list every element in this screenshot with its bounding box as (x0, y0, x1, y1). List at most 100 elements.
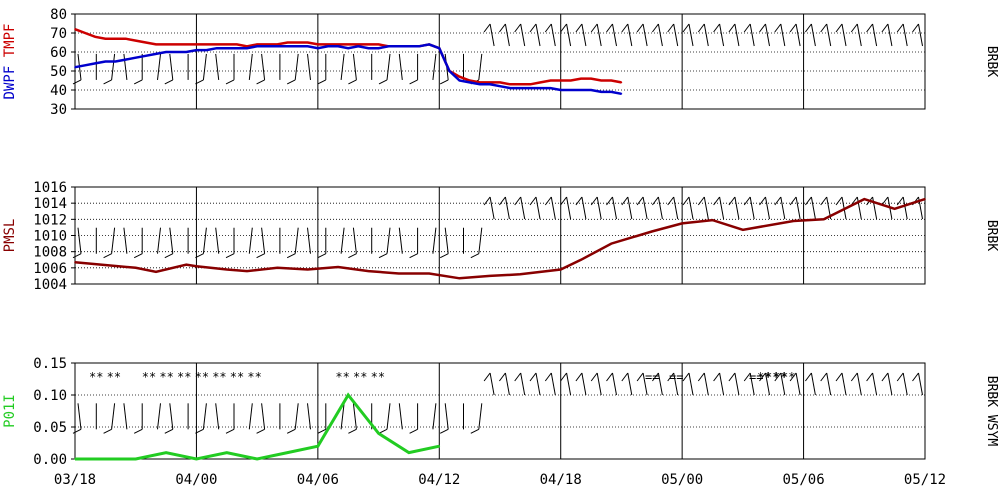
data-point (165, 451, 167, 454)
wind-barb (398, 227, 403, 254)
wind-barb (841, 23, 847, 47)
wind-barb-flag (225, 253, 235, 259)
y-tick-label: 1008 (33, 245, 67, 261)
wind-barb-flag (667, 372, 675, 382)
wind-barb-flag (544, 196, 552, 206)
data-point (398, 45, 400, 48)
panel-frame (74, 13, 926, 110)
data-point (863, 198, 866, 200)
data-point (175, 51, 177, 53)
wind-barb-flag (805, 372, 812, 382)
data-point (134, 56, 137, 59)
wind-barb (780, 23, 786, 47)
wind-barb-flag (103, 428, 112, 434)
wind-barb-flag (575, 196, 583, 206)
wind-barb-flag (743, 372, 751, 382)
data-point (549, 79, 552, 82)
wind-barb (642, 23, 648, 47)
wind-barb (673, 372, 679, 396)
wind-barb (215, 403, 220, 430)
wind-barb-flag (544, 23, 552, 33)
wind-barb (612, 196, 617, 220)
data-point (94, 36, 97, 38)
wind-barb-flag (348, 253, 357, 259)
wind-barb-flag (483, 23, 491, 33)
wind-barb (202, 227, 207, 254)
wind-barb-flag (728, 196, 736, 206)
wind-barb-flag (439, 428, 449, 434)
data-point (337, 43, 339, 46)
data-point (266, 45, 269, 48)
data-point (357, 45, 360, 48)
data-point (74, 66, 76, 68)
data-point (590, 89, 592, 91)
data-point (225, 268, 228, 271)
wind-barb-flag (72, 79, 82, 85)
wind-barb-flag (286, 428, 296, 434)
data-point (225, 43, 228, 46)
y-tick-label: 0.05 (33, 420, 67, 436)
wind-barb-flag (682, 23, 690, 33)
wind-barb-flag (72, 428, 82, 434)
wind-barb (734, 23, 740, 47)
wind-barb (780, 196, 786, 220)
wind-barb-flag (483, 372, 491, 382)
data-point (367, 47, 370, 49)
data-point (570, 89, 572, 91)
series-line-pmsl (74, 197, 926, 280)
wind-barb (261, 53, 266, 80)
wind-barb (550, 196, 556, 220)
wind-barb (826, 23, 832, 47)
weather-symbol: ** (212, 370, 226, 384)
temperature-panel: 30 40 50 60 70 80 DWPF TMPF BRBK (2, 7, 999, 118)
data-point (489, 83, 491, 86)
data-point (145, 55, 147, 57)
wind-barb-flag (348, 428, 357, 434)
wind-barb-flag (514, 372, 522, 382)
wind-barb (111, 403, 116, 430)
wind-barb-flag (881, 372, 889, 382)
wind-barb (734, 196, 740, 220)
wind-barb (504, 196, 510, 220)
y-tick-label: 0.10 (33, 388, 67, 404)
wind-barb (478, 227, 483, 254)
series-line-tmpf (74, 28, 622, 86)
weather-symbol: == (749, 370, 763, 384)
data-point (580, 258, 582, 261)
y-tick-label: 80 (50, 7, 67, 23)
wind-barb (673, 23, 679, 47)
data-point (306, 268, 309, 271)
wind-barb-flag (835, 372, 843, 382)
data-point (367, 270, 370, 272)
data-point (94, 62, 97, 65)
wind-barb (872, 372, 878, 396)
wind-barb (795, 23, 801, 47)
wind-barb-flag (317, 79, 327, 85)
wind-barb (111, 53, 116, 80)
wind-barb-flag (789, 372, 797, 382)
wind-barb (352, 227, 357, 254)
data-point (448, 70, 451, 72)
data-point (327, 43, 329, 46)
data-point (195, 265, 198, 268)
wind-barb (169, 227, 174, 254)
wind-barb (856, 23, 862, 47)
wind-barb (520, 23, 526, 47)
data-point (195, 43, 198, 46)
data-point (337, 45, 339, 48)
wind-barb (478, 53, 483, 80)
data-point (458, 75, 461, 78)
wind-barb-flag (652, 23, 659, 33)
wind-barb (627, 372, 633, 396)
wind-barb (719, 196, 725, 220)
data-point (499, 81, 501, 84)
data-point (792, 220, 795, 222)
wind-barb-flag (378, 253, 388, 259)
wind-barb (581, 196, 587, 220)
data-point (438, 47, 441, 49)
wind-barb-flag (606, 23, 613, 33)
data-point (438, 445, 441, 448)
data-point (711, 219, 714, 221)
wind-barb-flag (514, 196, 522, 206)
